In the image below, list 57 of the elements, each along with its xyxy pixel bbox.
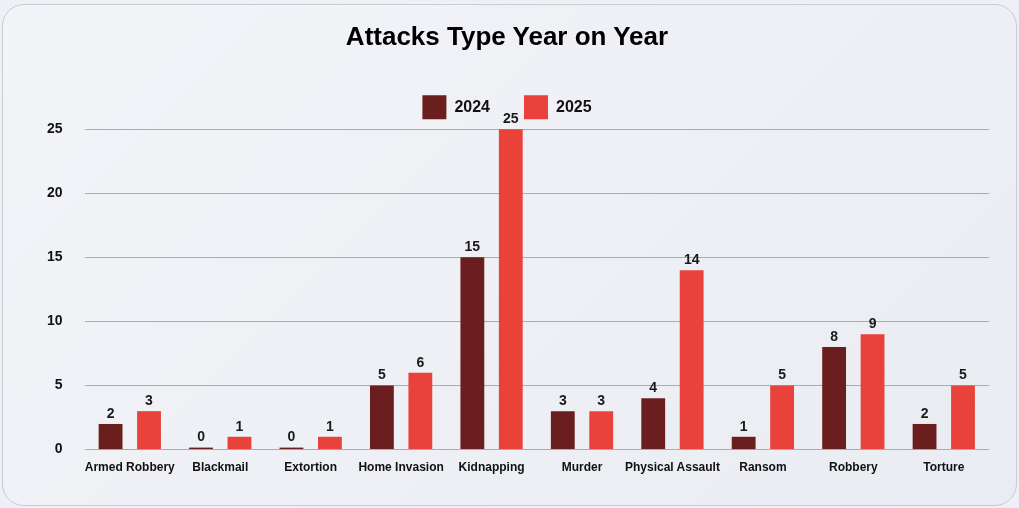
bar (460, 257, 485, 450)
data-label: 1 (326, 417, 334, 434)
data-label: 3 (145, 392, 154, 409)
data-label: 5 (959, 366, 968, 383)
data-label: 8 (830, 327, 839, 344)
x-tick-label: Extortion (284, 460, 338, 475)
data-label: 0 (197, 428, 206, 445)
bar (860, 334, 885, 450)
bar (589, 411, 614, 450)
x-tick-label: Home Invasion (358, 460, 444, 475)
data-label: 1 (739, 417, 748, 434)
bar (641, 398, 666, 450)
data-label: 5 (378, 366, 386, 383)
y-tick-label: 25 (46, 120, 63, 137)
bar (317, 436, 342, 450)
data-label: 9 (868, 315, 877, 332)
data-label: 0 (287, 428, 296, 445)
bar (951, 385, 975, 450)
bar (770, 385, 795, 450)
y-tick-label: 0 (54, 440, 63, 457)
x-tick-label: Torture (923, 460, 965, 475)
bar (369, 385, 394, 450)
data-label: 4 (649, 379, 658, 396)
data-label: 15 (464, 238, 481, 255)
bar (137, 411, 161, 450)
x-tick-label: Kidnapping (458, 460, 525, 475)
bar (408, 372, 433, 450)
bar (227, 436, 252, 450)
x-tick-label: Armed Robbery (84, 460, 176, 475)
y-tick-label: 5 (54, 376, 63, 393)
y-tick-label: 15 (46, 248, 63, 265)
bar (550, 411, 575, 450)
x-tick-label: Robbery (828, 460, 878, 475)
bar (912, 423, 937, 450)
bar (679, 270, 704, 450)
bar (731, 436, 756, 450)
chart-title: Attacks Type Year on Year (345, 20, 669, 51)
data-label: 14 (683, 251, 700, 268)
bar (822, 347, 847, 450)
data-label: 6 (416, 353, 425, 370)
y-tick-label: 10 (46, 312, 63, 329)
x-tick-label: Physical Assault (624, 460, 720, 475)
data-label: 5 (778, 366, 787, 383)
data-label: 2 (106, 404, 115, 421)
data-label: 3 (558, 392, 567, 409)
data-label: 1 (235, 417, 244, 434)
x-tick-label: Ransom (739, 460, 787, 475)
legend-label: 2025 (556, 97, 592, 115)
y-tick-label: 20 (46, 184, 63, 201)
data-label: 3 (597, 392, 606, 409)
bar (98, 423, 123, 450)
bar (498, 129, 523, 450)
x-tick-label: Blackmail (192, 460, 249, 475)
data-label: 25 (502, 110, 519, 127)
x-tick-label: Murder (561, 460, 603, 475)
data-label: 2 (920, 404, 929, 421)
legend-label: 2024 (454, 97, 491, 115)
